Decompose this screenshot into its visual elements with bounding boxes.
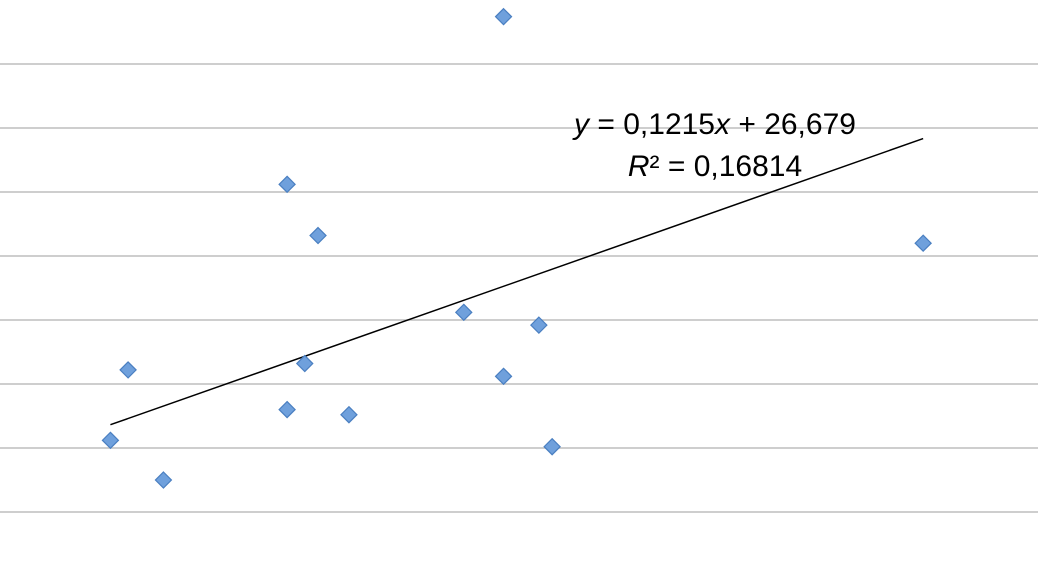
trendline [110,137,924,426]
data-point [914,234,933,253]
data-point [309,226,327,245]
trendline-equation: y = 0,1215x + 26,679 R² = 0,16814 [572,108,856,183]
equation-intercept: + 26,679 [730,108,856,141]
data-point [154,471,173,489]
data-point [543,437,561,456]
equation-line: y = 0,1215x + 26,679 [572,108,856,141]
equation-slope: = 0,1215 [589,108,715,141]
data-point [278,400,296,419]
data-point [454,303,473,322]
r-squared-line: R² = 0,16814 [628,150,802,183]
r-squared-symbol: R [628,150,650,183]
trendline-group [110,137,924,426]
data-point [295,354,314,373]
data-point [101,431,120,450]
data-points [101,7,933,489]
r-squared-value: ² = 0,16814 [650,150,803,183]
data-point [530,316,548,334]
data-point [494,367,513,386]
data-point [494,7,513,26]
data-point [119,361,137,379]
data-point [340,405,358,424]
data-point [278,175,296,194]
equation-x-symbol: x [713,108,731,141]
equation-y-symbol: y [572,108,591,141]
gridlines [0,63,1038,513]
